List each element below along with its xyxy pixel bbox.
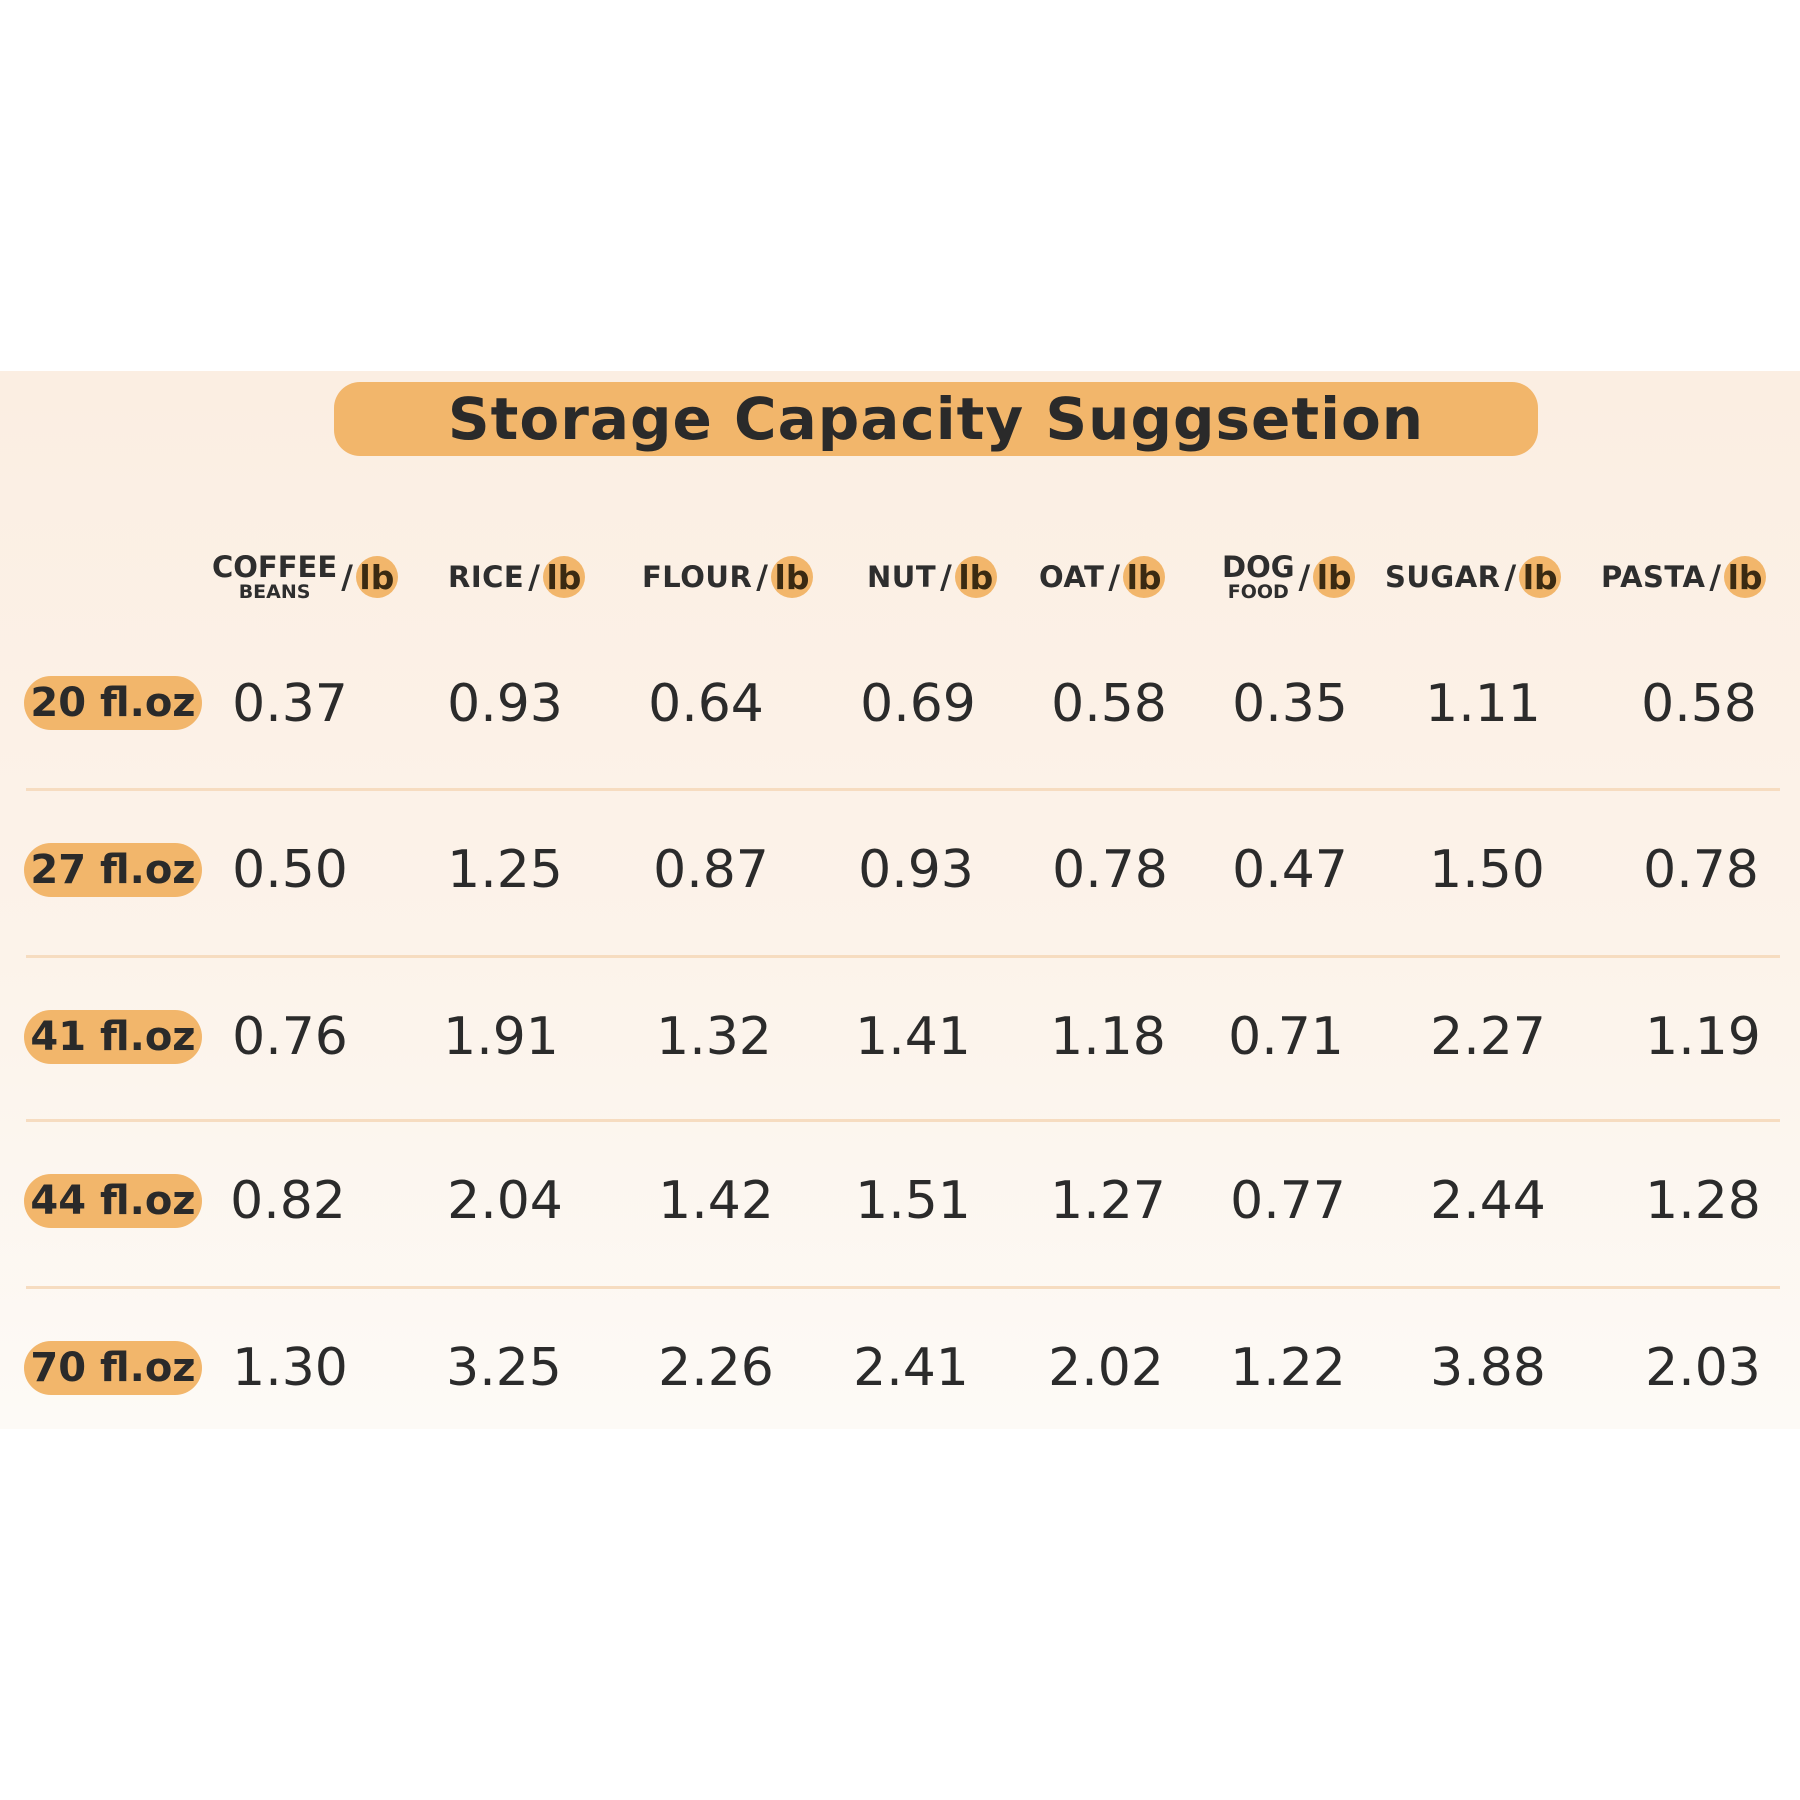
separator-slash: / (1298, 558, 1311, 596)
table-cell: 0.64 (648, 674, 764, 734)
table-cell: 2.04 (447, 1171, 563, 1231)
table-cell: 2.41 (853, 1338, 969, 1398)
table-cell: 3.25 (446, 1338, 562, 1398)
separator-slash: / (341, 558, 353, 596)
table-cell: 3.88 (1430, 1338, 1546, 1398)
column-header-sugar: SUGAR / lb (1385, 548, 1562, 606)
table-cell: 2.03 (1645, 1338, 1761, 1398)
table-cell: 0.77 (1230, 1171, 1346, 1231)
table-cell: 1.30 (232, 1338, 348, 1398)
table-cell: 1.50 (1429, 840, 1545, 900)
column-header-text: COFFEE (212, 549, 338, 584)
column-header-subtext: BEANS (238, 580, 311, 603)
table-cell: 0.58 (1051, 674, 1167, 734)
unit-badge: lb (355, 556, 398, 598)
separator-slash: / (1709, 558, 1722, 596)
row-divider (26, 1119, 1780, 1122)
column-header-label: COFFEE BEANS (212, 549, 338, 603)
table-cell: 0.37 (232, 674, 348, 734)
table-cell: 0.78 (1052, 840, 1168, 900)
table-cell: 2.26 (658, 1338, 774, 1398)
row-label-20-floz: 20 fl.oz (24, 676, 202, 730)
unit-badge: lb (1724, 556, 1767, 598)
table-cell: 1.32 (656, 1007, 772, 1067)
separator-slash: / (528, 558, 540, 596)
table-cell: 0.58 (1641, 674, 1757, 734)
separator-slash: / (1108, 558, 1121, 596)
column-header-text: SUGAR (1385, 560, 1501, 594)
unit-badge: lb (1313, 556, 1356, 598)
table-cell: 1.18 (1050, 1007, 1166, 1067)
table-cell: 1.28 (1645, 1171, 1761, 1231)
table-cell: 0.78 (1643, 840, 1759, 900)
table-cell: 1.42 (658, 1171, 774, 1231)
unit-badge: lb (770, 556, 813, 598)
unit-badge: lb (954, 556, 997, 598)
table-cell: 0.87 (653, 840, 769, 900)
column-header-text: OAT (1039, 560, 1105, 594)
row-label-44-floz: 44 fl.oz (24, 1174, 202, 1228)
separator-slash: / (756, 558, 768, 596)
column-header-rice: RICE / lb (448, 548, 585, 606)
table-cell: 1.51 (855, 1171, 971, 1231)
table-cell: 1.91 (443, 1007, 559, 1067)
table-cell: 1.11 (1425, 674, 1541, 734)
column-header-flour: FLOUR / lb (642, 548, 813, 606)
row-divider (26, 1286, 1780, 1289)
column-header-pasta: PASTA / lb (1601, 548, 1767, 606)
table-cell: 2.27 (1430, 1007, 1546, 1067)
column-header-text: FLOUR (642, 560, 753, 594)
column-header-text: PASTA (1601, 560, 1706, 594)
separator-slash: / (940, 558, 952, 596)
column-header-text: DOG (1222, 549, 1295, 584)
title-banner: Storage Capacity Suggsetion (334, 382, 1538, 456)
column-header-text: NUT (867, 560, 937, 594)
row-divider (26, 788, 1780, 791)
row-divider (26, 955, 1780, 958)
table-cell: 1.41 (855, 1007, 971, 1067)
table-cell: 0.93 (447, 674, 563, 734)
column-header-text: RICE (448, 560, 525, 594)
table-cell: 0.50 (232, 840, 348, 900)
column-header-nut: NUT / lb (867, 548, 997, 606)
table-cell: 2.44 (1430, 1171, 1546, 1231)
row-label-70-floz: 70 fl.oz (24, 1341, 202, 1395)
table-cell: 0.47 (1232, 840, 1348, 900)
column-header-subtext: FOOD (1227, 580, 1289, 603)
row-label-27-floz: 27 fl.oz (24, 843, 202, 897)
table-cell: 2.02 (1048, 1338, 1164, 1398)
unit-badge: lb (1123, 556, 1166, 598)
table-cell: 0.93 (858, 840, 974, 900)
table-cell: 1.19 (1645, 1007, 1761, 1067)
table-cell: 1.27 (1050, 1171, 1166, 1231)
table-cell: 0.69 (860, 674, 976, 734)
table-cell: 1.25 (447, 840, 563, 900)
unit-badge: lb (542, 556, 585, 598)
table-cell: 0.35 (1232, 674, 1348, 734)
column-header-dog-food: DOG FOOD / lb (1222, 548, 1356, 606)
column-header-oat: OAT / lb (1039, 548, 1166, 606)
table-cell: 1.22 (1230, 1338, 1346, 1398)
row-label-41-floz: 41 fl.oz (24, 1010, 202, 1064)
column-header-label: DOG FOOD (1222, 549, 1295, 603)
table-cell: 0.82 (230, 1171, 346, 1231)
column-header-coffee-beans: COFFEE BEANS / lb (212, 548, 398, 606)
unit-badge: lb (1519, 556, 1562, 598)
table-background (0, 371, 1800, 1429)
table-cell: 0.71 (1228, 1007, 1344, 1067)
table-cell: 0.76 (232, 1007, 348, 1067)
separator-slash: / (1504, 558, 1517, 596)
table-title: Storage Capacity Suggsetion (447, 385, 1425, 453)
